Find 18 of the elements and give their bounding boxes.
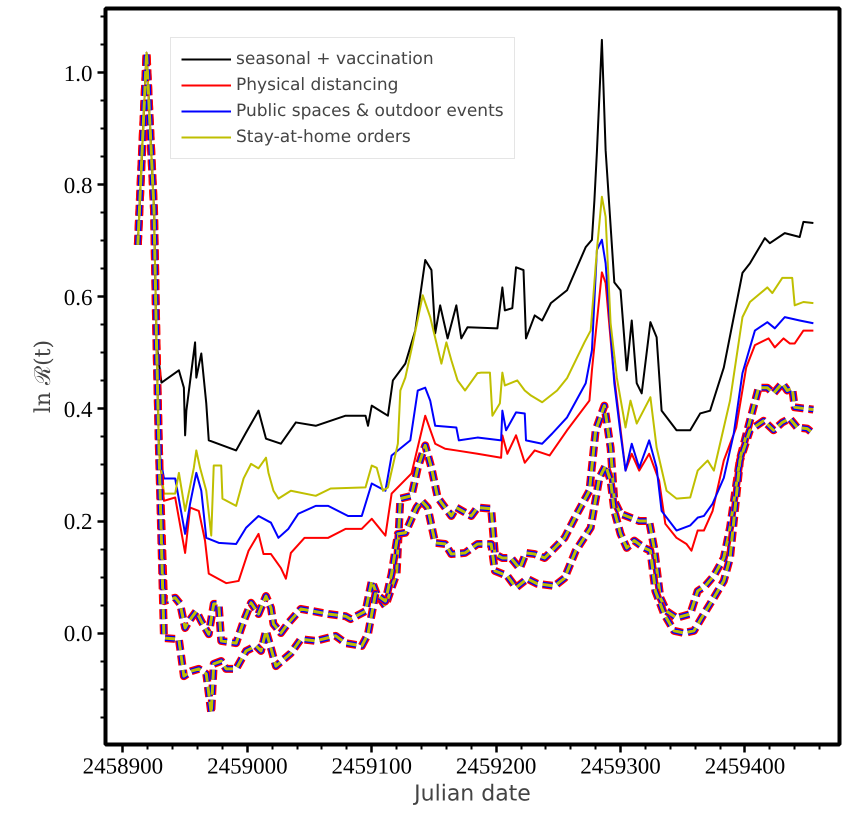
x-tick-label: 2459000 <box>207 754 288 778</box>
legend-label: Public spaces & outdoor events <box>236 100 504 122</box>
x-tick-label: 2458900 <box>82 754 164 778</box>
legend-label: seasonal + vaccination <box>236 48 434 70</box>
x-tick-label: 2459100 <box>331 754 412 778</box>
legend-label: Stay-at-home orders <box>236 126 411 148</box>
y-tick-label: 0.0 <box>64 621 92 646</box>
y-axis-title: ln ℛ(t) <box>30 340 56 414</box>
x-tick-label: 2459300 <box>580 754 661 778</box>
y-tick-label: 0.6 <box>64 284 92 310</box>
y-tick-label: 0.8 <box>64 172 92 198</box>
legend-label: Physical distancing <box>236 74 398 96</box>
x-axis-title: Julian date <box>412 782 531 806</box>
y-tick-label: 0.2 <box>64 509 92 534</box>
x-tick-label: 2459400 <box>704 754 786 778</box>
y-tick-label: 0.4 <box>64 396 93 422</box>
x-tick-label: 2459200 <box>456 754 536 778</box>
y-tick-label: 1.0 <box>64 60 92 86</box>
